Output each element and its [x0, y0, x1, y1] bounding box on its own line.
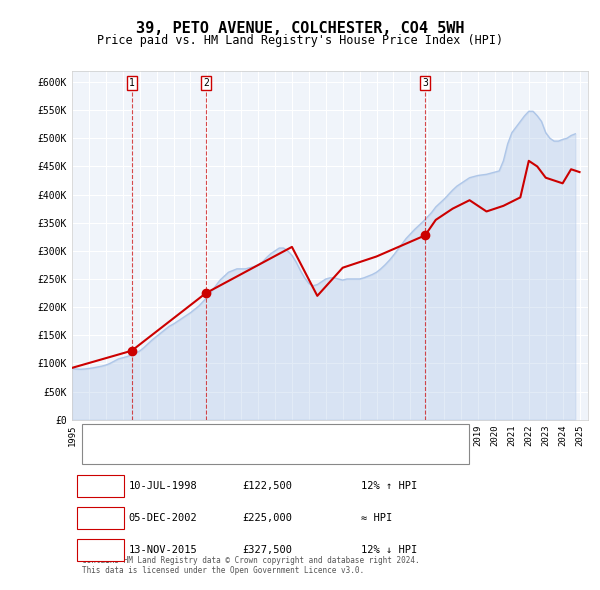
FancyBboxPatch shape [77, 475, 124, 497]
Text: 13-NOV-2015: 13-NOV-2015 [129, 545, 197, 555]
Text: Price paid vs. HM Land Registry's House Price Index (HPI): Price paid vs. HM Land Registry's House … [97, 34, 503, 47]
Text: £122,500: £122,500 [242, 481, 292, 491]
FancyBboxPatch shape [82, 424, 469, 464]
Text: 12% ↑ HPI: 12% ↑ HPI [361, 481, 417, 491]
Text: 3: 3 [422, 78, 428, 88]
Text: 2: 2 [97, 513, 104, 523]
Text: 1: 1 [129, 78, 134, 88]
Text: 3: 3 [97, 545, 104, 555]
Text: 39, PETO AVENUE, COLCHESTER, CO4 5WH (detached house): 39, PETO AVENUE, COLCHESTER, CO4 5WH (de… [131, 431, 416, 440]
Text: 1: 1 [97, 481, 104, 491]
Text: 05-DEC-2002: 05-DEC-2002 [129, 513, 197, 523]
FancyBboxPatch shape [77, 539, 124, 560]
Text: £225,000: £225,000 [242, 513, 292, 523]
Text: 10-JUL-1998: 10-JUL-1998 [129, 481, 197, 491]
Text: 39, PETO AVENUE, COLCHESTER, CO4 5WH: 39, PETO AVENUE, COLCHESTER, CO4 5WH [136, 21, 464, 35]
Text: HPI: Average price, detached house, Colchester: HPI: Average price, detached house, Colc… [131, 448, 379, 457]
Text: £327,500: £327,500 [242, 545, 292, 555]
FancyBboxPatch shape [77, 507, 124, 529]
Text: 12% ↓ HPI: 12% ↓ HPI [361, 545, 417, 555]
Text: 2: 2 [203, 78, 209, 88]
Text: ≈ HPI: ≈ HPI [361, 513, 392, 523]
Text: Contains HM Land Registry data © Crown copyright and database right 2024.
This d: Contains HM Land Registry data © Crown c… [82, 556, 420, 575]
